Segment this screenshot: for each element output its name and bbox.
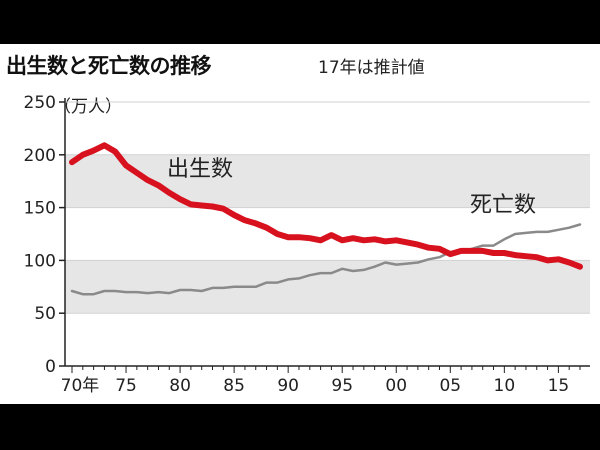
y-tick-label: 200 (24, 146, 56, 166)
y-tick-label: 150 (24, 199, 56, 219)
x-tick-label: 10 (494, 376, 516, 396)
x-tick-label: 70年 (61, 376, 100, 396)
x-tick-label: 90 (277, 376, 299, 396)
x-tick-label: 75 (115, 376, 137, 396)
y-tick-label: 50 (34, 304, 56, 324)
chart-title: 出生数と死亡数の推移 (6, 54, 212, 78)
births-series-line (69, 142, 583, 270)
deaths-series-line (70, 223, 582, 296)
y-tick-label: 0 (45, 357, 56, 377)
y-tick-label: 100 (24, 251, 56, 271)
chart-subtitle: 17年は推計値 (318, 58, 425, 78)
x-tick-label: 15 (548, 376, 570, 396)
y-tick-label: 250 (24, 93, 56, 113)
deaths-series-label: 死亡数 (470, 193, 536, 218)
births-series-label: 出生数 (167, 157, 233, 182)
chart-panel (0, 44, 600, 404)
x-tick-label: 80 (169, 376, 191, 396)
shaded-band (65, 260, 590, 314)
x-tick-label: 95 (331, 376, 353, 396)
x-tick-label: 00 (385, 376, 407, 396)
x-tick-label: 85 (223, 376, 245, 396)
x-tick-label: 05 (439, 376, 461, 396)
